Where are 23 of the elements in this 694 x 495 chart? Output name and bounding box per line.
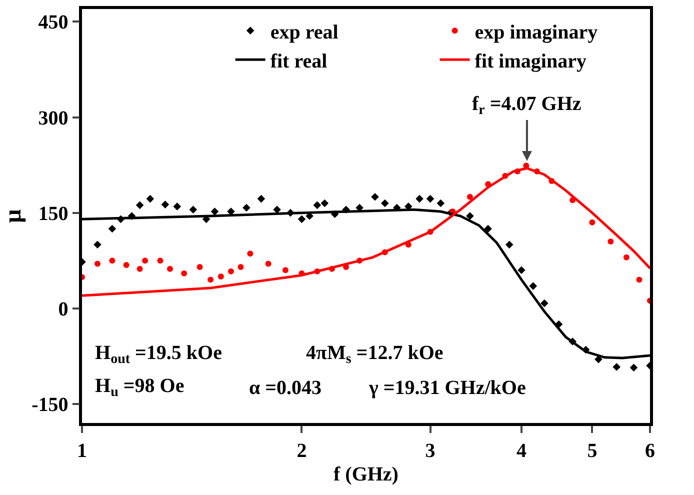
legend-label: exp imaginary — [474, 21, 598, 44]
x-axis-title: f (GHz) — [334, 463, 398, 486]
x-tick-label: 1 — [77, 440, 87, 462]
x-tick-label: 2 — [296, 440, 307, 462]
x-tick-label: 5 — [587, 440, 598, 462]
legend-label: fit imaginary — [474, 50, 586, 72]
annotation: H$_{u}$ =98 Oe — [95, 375, 184, 400]
x-tick-label: 6 — [645, 440, 655, 462]
x-tick-label: 3 — [425, 440, 436, 462]
annotation: H$_{out}$ =19.5 kOe — [95, 342, 222, 368]
annotation: 4πM$_{s}$ =12.7 kOe — [306, 342, 444, 368]
annotation: γ =19.31 GHz/kOe — [368, 377, 526, 399]
y-tick-label: 300 — [38, 107, 68, 130]
annotation: f$_{r}$ =4.07 GHz — [472, 93, 582, 118]
x-tick-label: 4 — [516, 440, 526, 462]
y-tick-label: 450 — [38, 12, 68, 34]
y-tick-label: -150 — [32, 394, 68, 416]
y-axis-title: μ — [0, 208, 27, 223]
legend-label: exp real — [270, 21, 339, 44]
y-tick-label: 0 — [58, 298, 68, 320]
legend-label: fit real — [270, 50, 328, 72]
annotation: α =0.043 — [249, 377, 322, 399]
y-tick-label: 150 — [38, 202, 68, 225]
